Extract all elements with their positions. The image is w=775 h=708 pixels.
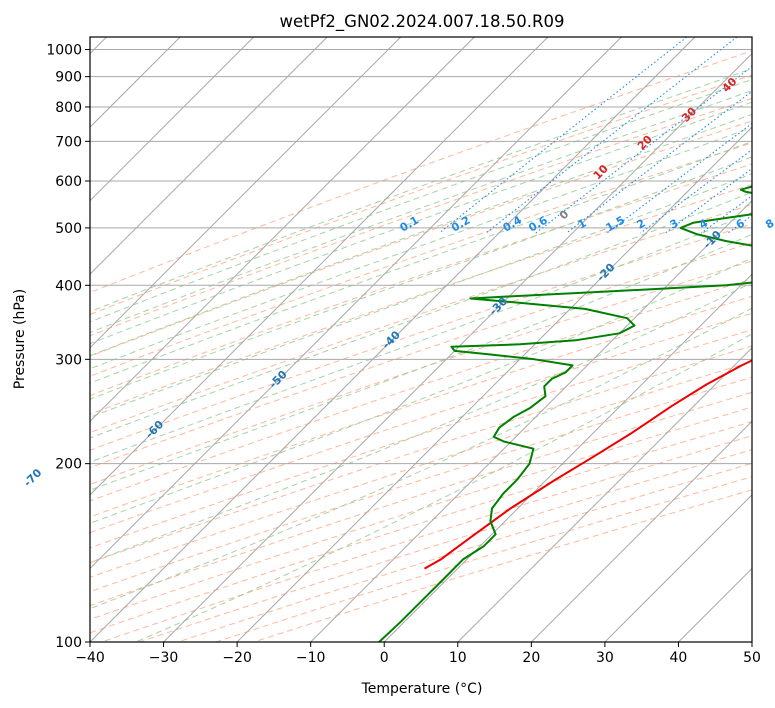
- mixing-ratio-line: [535, 65, 752, 234]
- y-tick-label: 100: [55, 635, 82, 651]
- isotherm-line: [163, 52, 752, 642]
- x-tick-label: 20: [522, 650, 540, 666]
- isotherm-line: [90, 37, 255, 202]
- moist-adiabat-line: [90, 126, 752, 370]
- dry-adiabat-line: [90, 242, 752, 469]
- x-axis-title: Temperature (°C): [361, 681, 483, 697]
- dry-adiabat-line: [90, 329, 752, 549]
- moist-adiabat-line: [90, 156, 752, 400]
- y-tick-label: 200: [55, 457, 82, 473]
- dry-adiabat-line: [90, 142, 752, 377]
- y-tick-label: 500: [55, 221, 82, 237]
- y-tick-label: 400: [55, 278, 82, 294]
- x-tick-label: 40: [670, 650, 688, 666]
- dry-adiabat-line: [90, 223, 752, 451]
- temperature-line: [424, 359, 752, 570]
- x-tick-label: 0: [380, 650, 389, 666]
- x-tick-label: −10: [296, 650, 326, 666]
- isotherm-line: [383, 273, 752, 642]
- y-tick-label: 700: [55, 134, 82, 150]
- profile-lines: [378, 185, 752, 642]
- plot-frame: [89, 36, 753, 643]
- moist-adiabat-line: [90, 90, 752, 334]
- x-tick-label: −30: [149, 650, 179, 666]
- moist-adiabat-line: [90, 211, 752, 463]
- isotherm-line: [530, 420, 752, 642]
- axes: −40 −30 −20 −10 0 10 20 30 40 50 1000 900 800 700 600 5…: [46, 43, 761, 666]
- isotherm-line: [90, 37, 402, 349]
- moist-adiabat-line: [90, 257, 752, 524]
- isotherm-line: [90, 37, 696, 642]
- y-tick-label: 1000: [46, 43, 82, 59]
- moist-adiabat-line: [90, 68, 752, 313]
- dry-adiabat-line: [90, 184, 752, 415]
- dry-adiabat-line: [90, 278, 752, 502]
- moist-adiabat-line: [90, 233, 752, 491]
- x-tick-label: 30: [596, 650, 614, 666]
- background-lines: [90, 37, 752, 642]
- x-tick-label: −40: [75, 650, 105, 666]
- isotherm-line: [90, 37, 549, 496]
- moist-adiabat-line: [135, 333, 752, 642]
- dry-adiabat-line: [90, 163, 752, 397]
- moist-adiabat-line: [90, 78, 752, 323]
- isotherm-line: [457, 347, 752, 642]
- moist-adiabat-line: [90, 282, 752, 564]
- isotherm-line: [90, 37, 328, 275]
- isotherm-line: [236, 126, 752, 642]
- dry-adiabat-line: [90, 97, 752, 337]
- y-tick-label: 800: [55, 100, 82, 116]
- isotherm-line: [310, 199, 752, 642]
- dry-adiabat-line: [90, 74, 752, 316]
- mixing-ratio-line: [566, 90, 752, 234]
- isotherm-line: [90, 37, 475, 423]
- y-axis-title: Pressure (hPa): [12, 289, 28, 389]
- y-tick-label: 600: [55, 174, 82, 190]
- dewpoint-line: [378, 185, 752, 642]
- y-tick-label: 300: [55, 352, 82, 368]
- isotherm-line: [604, 494, 752, 642]
- y-tick-label: 900: [55, 70, 82, 86]
- x-tick-label: −20: [222, 650, 252, 666]
- moist-adiabat-line: [90, 173, 752, 418]
- moist-adiabat-line: [90, 113, 752, 357]
- x-tick-label: 50: [743, 650, 761, 666]
- mixing-ratio-label: 8: [763, 217, 775, 232]
- dry-adiabat-line: [90, 50, 752, 294]
- mixing-ratio-line: [438, 37, 688, 234]
- isotherm-line: [90, 37, 622, 570]
- x-tick-label: 10: [449, 650, 467, 666]
- chart-title: wetPf2_GN02.2024.007.18.50.R09: [280, 12, 565, 32]
